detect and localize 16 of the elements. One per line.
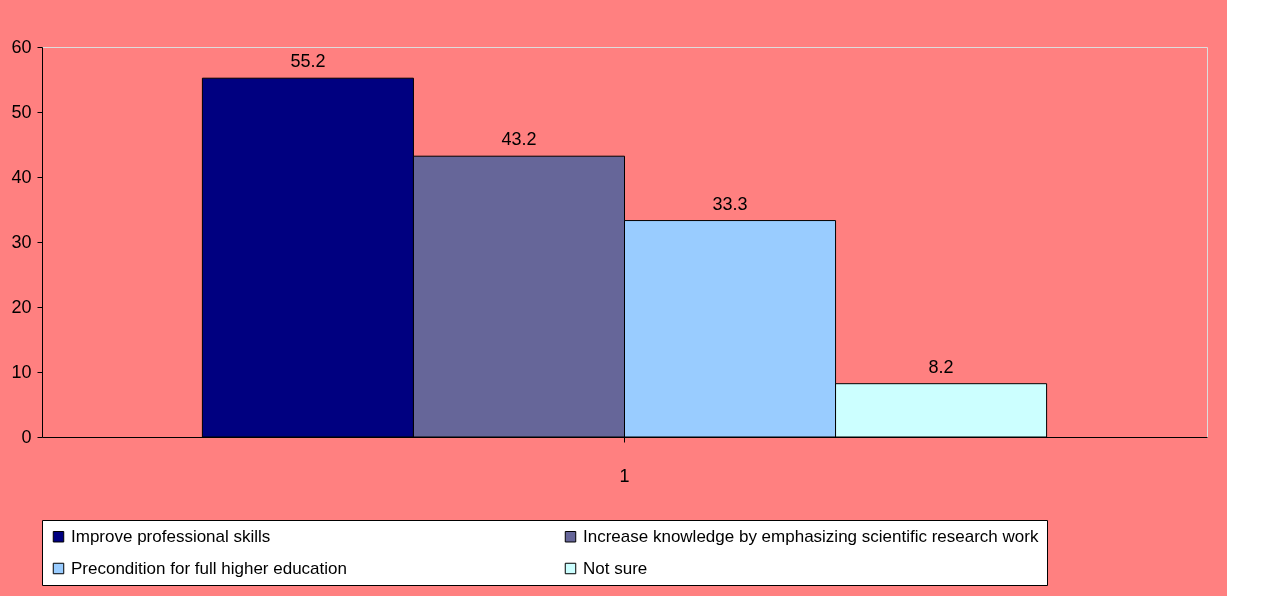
- data-label: 43.2: [501, 129, 537, 150]
- y-tick-label: 40: [11, 166, 32, 187]
- legend-label: Precondition for full higher education: [71, 558, 347, 578]
- y-tick-label: 20: [11, 296, 32, 317]
- data-label: 8.2: [928, 356, 954, 377]
- y-tick-label: 60: [11, 36, 32, 57]
- y-tick-label: 0: [21, 426, 32, 447]
- legend-label: Increase knowledge by emphasizing scientific research work: [583, 526, 1039, 546]
- data-label: 33.3: [712, 193, 748, 214]
- data-label: 55.2: [290, 51, 326, 72]
- legend-label: Not sure: [583, 558, 648, 578]
- y-tick-label: 10: [11, 361, 32, 382]
- x-tick-label: 1: [619, 465, 630, 486]
- legend-label: Improve professional skills: [71, 526, 271, 546]
- y-tick-label: 30: [11, 231, 32, 252]
- y-tick-label: 50: [11, 101, 32, 122]
